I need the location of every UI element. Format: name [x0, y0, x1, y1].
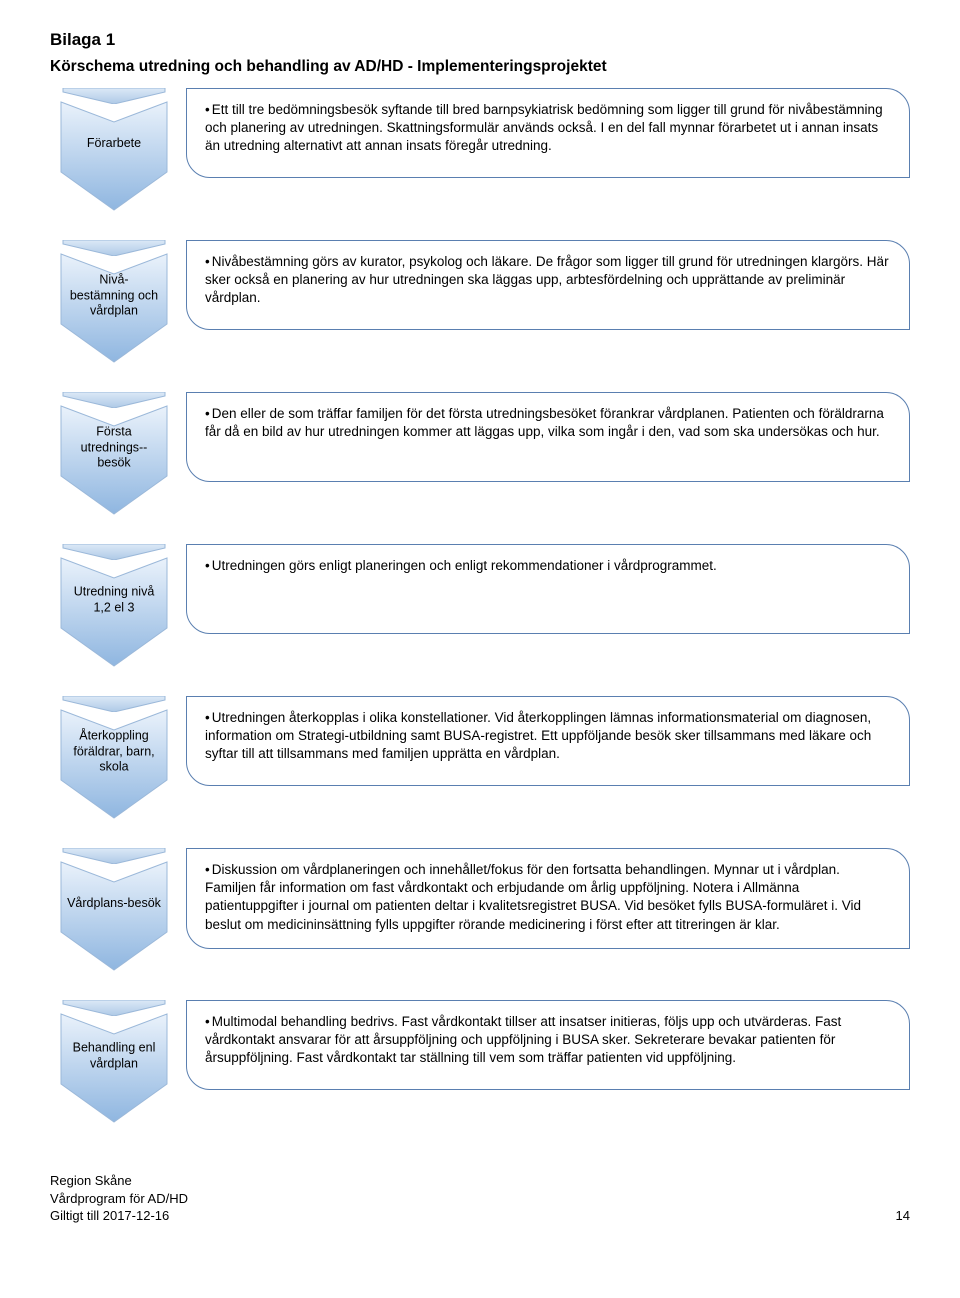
chevron-label: Förarbete [67, 136, 162, 152]
flow-row: Utredning nivå 1,2 el 3 Utredningen görs … [50, 544, 910, 666]
chevron-column: Vårdplans-besök [50, 848, 178, 970]
page-number: 14 [896, 1207, 910, 1225]
chevron-icon: Återkoppling föräldrar, barn, skola [59, 708, 169, 818]
step-content-box: Utredningen görs enligt planeringen och … [186, 544, 910, 634]
footer-org: Region Skåne [50, 1172, 188, 1190]
chevron-label: Vårdplans-besök [67, 896, 162, 912]
chevron-icon: Nivå- bestämning och vårdplan [59, 252, 169, 362]
chevron-label: Utredning nivå 1,2 el 3 [67, 584, 162, 615]
chevron-column: Behandling enl vårdplan [50, 1000, 178, 1122]
step-content-box: Diskussion om vårdplaneringen och innehå… [186, 848, 910, 949]
chevron-icon: Vårdplans-besök [59, 860, 169, 970]
flow-row: Förarbete Ett till tre bedömningsbesök sy… [50, 88, 910, 210]
step-content-box: Utredningen återkopplas i olika konstell… [186, 696, 910, 786]
footer-program: Vårdprogram för AD/HD [50, 1190, 188, 1208]
step-bullet: Nivåbestämning görs av kurator, psykolog… [205, 253, 891, 308]
flow-row: Vårdplans-besök Diskussion om vårdplaneri… [50, 848, 910, 970]
chevron-column: Förarbete [50, 88, 178, 210]
step-bullet-list: Ett till tre bedömningsbesök syftande ti… [205, 101, 891, 156]
step-bullet: Utredningen återkopplas i olika konstell… [205, 709, 891, 764]
chevron-icon: Utredning nivå 1,2 el 3 [59, 556, 169, 666]
step-content-box: Den eller de som träffar familjen för de… [186, 392, 910, 482]
page-footer: Region Skåne Vårdprogram för AD/HD Gilti… [50, 1172, 910, 1225]
chevron-column: Utredning nivå 1,2 el 3 [50, 544, 178, 666]
step-content-box: Ett till tre bedömningsbesök syftande ti… [186, 88, 910, 178]
step-bullet: Diskussion om vårdplaneringen och innehå… [205, 861, 891, 934]
step-bullet: Multimodal behandling bedrivs. Fast vård… [205, 1013, 891, 1068]
page-title: Bilaga 1 [50, 30, 910, 50]
step-content-box: Multimodal behandling bedrivs. Fast vård… [186, 1000, 910, 1090]
step-content-box: Nivåbestämning görs av kurator, psykolog… [186, 240, 910, 330]
flow-row: Första utrednings--besök Den eller de som… [50, 392, 910, 514]
chevron-column: Nivå- bestämning och vårdplan [50, 240, 178, 362]
chevron-label: Återkoppling föräldrar, barn, skola [67, 729, 162, 776]
chevron-column: Återkoppling föräldrar, barn, skola [50, 696, 178, 818]
step-bullet-list: Diskussion om vårdplaneringen och innehå… [205, 861, 891, 934]
chevron-label: Första utrednings--besök [67, 425, 162, 472]
step-bullet-list: Utredningen görs enligt planeringen och … [205, 557, 891, 575]
step-bullet: Utredningen görs enligt planeringen och … [205, 557, 891, 575]
step-bullet-list: Utredningen återkopplas i olika konstell… [205, 709, 891, 764]
footer-valid: Giltigt till 2017-12-16 [50, 1207, 188, 1225]
chevron-icon: Förarbete [59, 100, 169, 210]
flow-row: Nivå- bestämning och vårdplan Nivåbestämn… [50, 240, 910, 362]
step-bullet: Ett till tre bedömningsbesök syftande ti… [205, 101, 891, 156]
step-bullet-list: Den eller de som träffar familjen för de… [205, 405, 891, 441]
step-bullet-list: Nivåbestämning görs av kurator, psykolog… [205, 253, 891, 308]
flow-row: Återkoppling föräldrar, barn, skola Utred… [50, 696, 910, 818]
chevron-label: Behandling enl vårdplan [67, 1040, 162, 1071]
chevron-icon: Behandling enl vårdplan [59, 1012, 169, 1122]
flow-row: Behandling enl vårdplan Multimodal behand… [50, 1000, 910, 1122]
step-bullet: Den eller de som träffar familjen för de… [205, 405, 891, 441]
flow-steps: Förarbete Ett till tre bedömningsbesök sy… [50, 88, 910, 1122]
chevron-column: Första utrednings--besök [50, 392, 178, 514]
chevron-label: Nivå- bestämning och vårdplan [67, 273, 162, 320]
page-subtitle: Körschema utredning och behandling av AD… [50, 58, 910, 76]
step-bullet-list: Multimodal behandling bedrivs. Fast vård… [205, 1013, 891, 1068]
chevron-icon: Första utrednings--besök [59, 404, 169, 514]
